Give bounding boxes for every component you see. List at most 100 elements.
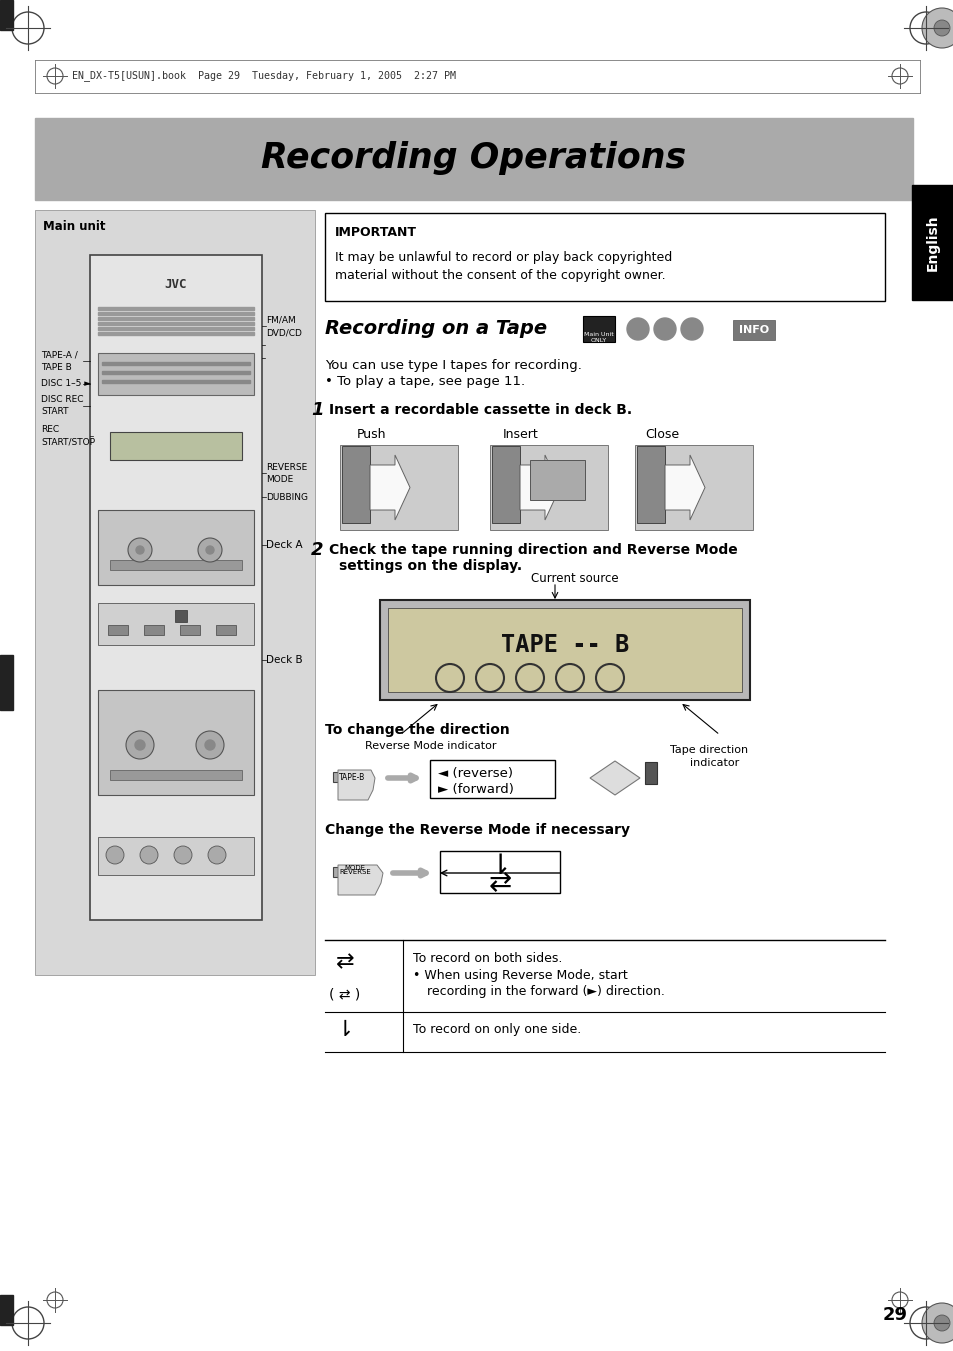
Text: ONLY: ONLY [590,339,606,343]
Text: DISC REC: DISC REC [41,396,84,404]
Text: JVC: JVC [165,278,187,292]
Bar [582,316,615,342]
Text: IMPORTANT: IMPORTANT [335,227,416,239]
Text: INFO: INFO [739,326,768,335]
Text: Push: Push [356,428,386,442]
Text: Check the tape running direction and Reverse Mode: Check the tape running direction and Rev… [329,543,737,557]
Bar [339,444,457,530]
Text: You can use type I tapes for recording.: You can use type I tapes for recording. [325,358,581,372]
Text: MODE: MODE [266,474,293,484]
Bar [35,209,314,975]
Bar [98,322,253,326]
Bar [98,838,253,875]
Bar [110,432,242,459]
Text: REVERSE: REVERSE [338,869,371,875]
Text: material without the consent of the copyright owner.: material without the consent of the copy… [335,269,665,282]
Bar [325,213,884,301]
Text: Recording Operations: Recording Operations [261,141,686,176]
Bar [98,690,253,794]
Text: Change the Reverse Mode if necessary: Change the Reverse Mode if necessary [325,823,629,838]
Text: • To play a tape, see page 11.: • To play a tape, see page 11. [325,374,524,388]
Bar [110,561,242,570]
Circle shape [933,20,949,36]
Bar [0,655,13,711]
Text: Insert a recordable cassette in deck B.: Insert a recordable cassette in deck B. [329,403,632,417]
Text: ◄ (reverse): ◄ (reverse) [437,767,513,781]
Text: ► (forward): ► (forward) [437,782,514,796]
Text: REC: REC [41,426,59,435]
Text: Reverse Mode indicator: Reverse Mode indicator [365,740,496,751]
Polygon shape [589,761,639,794]
Bar [911,185,953,300]
Bar [635,444,752,530]
Text: TAPE-A /: TAPE-A / [41,350,77,359]
Bar [144,626,164,635]
Bar [492,446,519,523]
Bar [174,611,187,621]
Text: TAPE B: TAPE B [41,363,71,373]
Text: DUBBING: DUBBING [266,493,308,501]
Text: ⇂: ⇂ [488,852,511,880]
Text: 1: 1 [311,401,323,419]
Text: ⇄: ⇄ [335,952,354,971]
Text: START: START [41,408,69,416]
Bar [333,771,371,782]
Text: It may be unlawful to record or play back copyrighted: It may be unlawful to record or play bac… [335,251,672,265]
Circle shape [921,8,953,49]
Text: settings on the display.: settings on the display. [338,559,521,573]
Text: TAPE-B: TAPE-B [338,773,365,781]
Bar [180,626,200,635]
Text: recording in the forward (►) direction.: recording in the forward (►) direction. [418,985,664,998]
Bar [90,255,262,920]
Bar [0,1296,13,1325]
Bar [0,0,13,30]
Circle shape [135,740,145,750]
Bar [341,446,370,523]
Text: To record on only one side.: To record on only one side. [413,1024,580,1036]
Text: Main Unit: Main Unit [583,331,613,336]
Circle shape [921,1302,953,1343]
Polygon shape [337,865,382,894]
Bar [98,327,253,330]
Bar [110,770,242,780]
Bar [732,320,774,340]
Text: Main unit: Main unit [43,220,106,234]
Bar [439,851,559,893]
Circle shape [140,846,158,865]
Bar [102,362,250,365]
Text: Deck A: Deck A [266,540,302,550]
Polygon shape [337,770,375,800]
Text: DVD/CD: DVD/CD [266,328,301,338]
Text: START/STOP: START/STOP [41,438,95,446]
Bar [98,603,253,644]
Bar [98,307,253,309]
Bar [215,626,235,635]
Circle shape [654,317,676,340]
Circle shape [195,731,224,759]
Text: ⇂: ⇂ [335,1020,354,1040]
Text: Recording on a Tape: Recording on a Tape [325,319,547,338]
Text: Deck B: Deck B [266,655,302,665]
Bar [102,372,250,374]
Bar [108,626,128,635]
Circle shape [626,317,648,340]
Circle shape [933,1315,949,1331]
Text: Tape direction: Tape direction [669,744,747,755]
Text: MODE: MODE [344,865,365,871]
Text: Insert: Insert [502,428,538,442]
Bar [98,317,253,320]
Circle shape [205,740,214,750]
Text: EN_DX-T5[USUN].book  Page 29  Tuesday, February 1, 2005  2:27 PM: EN_DX-T5[USUN].book Page 29 Tuesday, Feb… [71,70,456,81]
Bar [98,332,253,335]
Circle shape [596,347,601,353]
Circle shape [208,846,226,865]
Bar [102,380,250,382]
Circle shape [206,546,213,554]
Bar [644,762,657,784]
Text: 29: 29 [882,1306,906,1324]
Bar [379,600,749,700]
Text: To record on both sides.: To record on both sides. [413,951,561,965]
Bar [430,761,555,798]
Circle shape [106,846,124,865]
Text: TAPE -- B: TAPE -- B [500,634,628,657]
